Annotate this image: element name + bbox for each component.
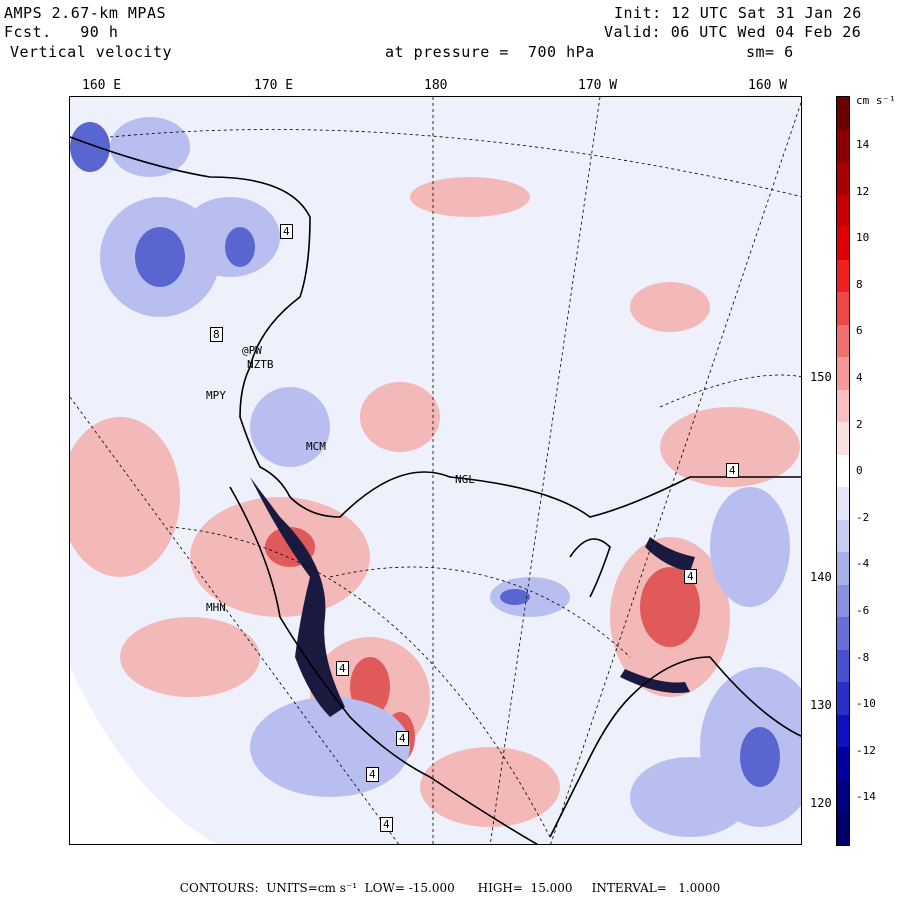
colorbar-segment <box>837 617 849 651</box>
colorbar-segment <box>837 552 849 586</box>
colorbar-tick-label: 10 <box>856 231 870 245</box>
lon-label-170e: 170 E <box>254 78 294 93</box>
contour-label: 4 <box>726 463 739 478</box>
fcst-value: 90 h <box>80 23 119 41</box>
contour-label: 4 <box>280 224 293 239</box>
colorbar-tick-label: -6 <box>856 604 870 617</box>
steep-gradient-bands <box>250 477 695 717</box>
colorbar-segment <box>837 422 849 456</box>
colorbar-segment <box>837 97 849 131</box>
colorbar-segment <box>837 779 849 813</box>
strong-negative-regions <box>70 122 780 787</box>
colorbar-segment <box>837 194 849 228</box>
colorbar-segment <box>837 649 849 683</box>
colorbar-tick-label: 14 <box>856 138 870 151</box>
vertical-velocity-map: @PW NZTB MCM NGL MHN MPY 8 4 4 4 4 4 4 4 <box>69 96 802 845</box>
colorbar-tick-label: 12 <box>856 184 870 198</box>
colorbar-tick-label: -10 <box>856 697 876 711</box>
smoothing: sm= 6 <box>746 43 794 61</box>
colorbar-segment <box>837 357 849 391</box>
colorbar <box>836 96 850 846</box>
contour-label: 8 <box>210 327 223 342</box>
station-mpy: MPY <box>206 389 226 402</box>
colorbar-segment <box>837 292 849 326</box>
colorbar-segment <box>837 454 849 488</box>
station-ngl: NGL <box>455 473 475 486</box>
lon-label-160e: 160 E <box>82 78 122 93</box>
colorbar-segment <box>837 812 849 846</box>
station-mcm: MCM <box>306 440 326 453</box>
colorbar-tick-label: 6 <box>856 324 863 338</box>
colorbar-units: cm s⁻¹ <box>856 94 896 107</box>
colorbar-tick-label: -2 <box>856 510 870 524</box>
lon-label-160w: 160 W <box>748 78 788 93</box>
fcst-label: Fcst. <box>4 23 52 41</box>
colorbar-segment <box>837 584 849 618</box>
init-time: Init: 12 UTC Sat 31 Jan 26 <box>614 4 862 22</box>
colorbar-tick-label: 0 <box>856 464 863 478</box>
station-pw: @PW <box>242 344 262 357</box>
colorbar-segment <box>837 129 849 163</box>
contour-label: 4 <box>336 661 349 676</box>
valid-time: Valid: 06 UTC Wed 04 Feb 26 <box>604 23 862 41</box>
contour-label: 4 <box>380 817 393 832</box>
model-title: AMPS 2.67-km MPAS <box>4 4 167 22</box>
colorbar-segment <box>837 389 849 423</box>
domain-edge <box>70 667 217 844</box>
field-name: Vertical velocity <box>10 43 173 61</box>
contour-label: 4 <box>684 569 697 584</box>
colorbar-tick-label: 4 <box>856 371 863 384</box>
forecast-label: Fcst. 90 h <box>4 24 118 41</box>
colorbar-tick-label: -14 <box>856 790 876 804</box>
coastline <box>70 136 801 844</box>
contour-label: 4 <box>366 767 379 782</box>
contour-info: CONTOURS: UNITS=cm s⁻¹ LOW= -15.000 HIGH… <box>179 881 721 895</box>
colorbar-segment <box>837 747 849 781</box>
colorbar-tick-label: -4 <box>856 557 870 571</box>
colorbar-tick-label: 2 <box>856 417 863 431</box>
colorbar-segment <box>837 487 849 521</box>
map-canvas <box>70 97 801 844</box>
colorbar-tick-label: -12 <box>856 743 876 757</box>
colorbar-segment <box>837 324 849 358</box>
colorbar-segment <box>837 682 849 716</box>
colorbar-segment <box>837 227 849 261</box>
colorbar-tick-label: -8 <box>856 650 870 664</box>
colorbar-segment <box>837 162 849 196</box>
station-nztb: NZTB <box>247 358 274 371</box>
lon-label-180: 180 <box>424 78 448 93</box>
colorbar-tick-label: 8 <box>856 277 863 291</box>
contour-label: 4 <box>396 731 409 746</box>
colorbar-segment <box>837 519 849 553</box>
graticule <box>70 97 801 844</box>
colorbar-segment <box>837 714 849 748</box>
station-mhn: MHN <box>206 601 226 614</box>
colorbar-segment <box>837 259 849 293</box>
lon-label-170w: 170 W <box>578 78 618 93</box>
pressure-level: at pressure = 700 hPa <box>385 43 595 61</box>
